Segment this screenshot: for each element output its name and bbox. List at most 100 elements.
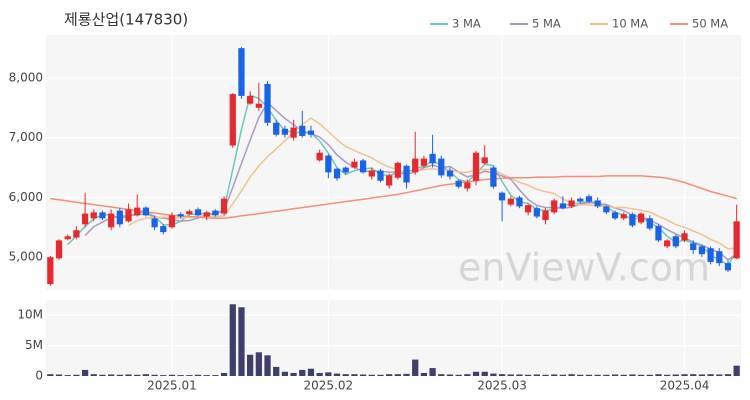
candle-body <box>603 206 610 213</box>
volume-bar <box>603 374 610 376</box>
plot-background <box>46 300 741 376</box>
volume-bar <box>229 304 236 376</box>
volume-bar <box>151 374 158 376</box>
volume-bar <box>507 374 514 376</box>
candle-body <box>551 200 558 213</box>
candle-body <box>168 215 176 228</box>
candle-body <box>472 152 480 181</box>
volume-bar <box>220 372 228 376</box>
volume-bar <box>73 374 80 376</box>
candle-body <box>229 94 236 146</box>
volume-bar <box>533 374 540 376</box>
volume-bar <box>698 374 706 376</box>
volume-bar <box>516 374 523 376</box>
x-tick-label: 2025.02 <box>304 379 354 393</box>
candle-body <box>559 203 567 209</box>
candle-body <box>325 155 332 173</box>
volume-bar <box>142 374 150 376</box>
legend-label: 10 MA <box>612 17 648 31</box>
volume-bar <box>359 374 367 376</box>
candle-body <box>299 125 306 136</box>
candle-body <box>81 213 89 225</box>
candle-body <box>73 230 80 238</box>
volume-bar <box>81 369 89 376</box>
volume-bar <box>420 372 428 376</box>
y-tick-label: 7,000 <box>9 130 43 144</box>
volume-bar <box>577 374 584 376</box>
candle-body <box>672 236 679 247</box>
volume-bar <box>125 374 132 376</box>
volume-bar <box>681 374 688 376</box>
ma-line <box>84 101 738 261</box>
candle-body <box>629 214 636 226</box>
candle-body <box>446 170 454 177</box>
volume-bar <box>177 375 184 376</box>
candle-body <box>481 157 488 164</box>
legend-label: 50 MA <box>692 17 728 31</box>
volume-bar <box>637 374 645 376</box>
candle-body <box>655 226 662 241</box>
volume-bar <box>108 374 115 376</box>
volume-bar <box>333 373 341 376</box>
candle-body <box>412 158 419 173</box>
volume-bar <box>551 374 558 376</box>
candle-body <box>134 207 141 216</box>
candle-body <box>273 122 280 135</box>
candle-body <box>525 205 532 213</box>
candle-body <box>316 152 323 161</box>
volume-bar <box>290 372 297 376</box>
volume-bar <box>47 374 54 376</box>
candle-body <box>255 103 262 108</box>
volume-bar <box>672 374 679 376</box>
candle-body <box>664 240 671 247</box>
candle-body <box>281 128 289 135</box>
volume-bar <box>464 374 471 376</box>
legend-label: 3 MA <box>452 17 481 31</box>
candle-body <box>116 210 123 225</box>
volume-bar <box>412 359 419 376</box>
volume-bar <box>212 375 219 376</box>
candle-body <box>394 162 401 178</box>
candle-body <box>151 218 158 228</box>
candle-body <box>55 240 63 259</box>
candle-body <box>90 212 97 219</box>
candle-body <box>403 165 410 183</box>
volume-bar <box>194 374 202 376</box>
volume-bar <box>99 374 106 376</box>
candle-body <box>507 198 514 205</box>
volume-bar <box>325 372 332 376</box>
candle-body <box>429 153 436 164</box>
volume-bar <box>351 374 358 376</box>
volume-bar <box>247 354 254 376</box>
candle-body <box>212 210 219 216</box>
candle-body <box>542 210 549 221</box>
volume-bar <box>307 368 315 376</box>
candle-body <box>125 209 132 222</box>
volume-bar <box>559 374 567 376</box>
candle-body <box>194 209 202 216</box>
legend-label: 5 MA <box>532 17 561 31</box>
candle-body <box>533 208 540 217</box>
volume-bar <box>490 373 497 376</box>
volume-bar <box>525 374 532 376</box>
volume-bar <box>394 374 401 376</box>
volume-bar <box>611 374 619 376</box>
candle-body <box>707 248 714 262</box>
volume-bar <box>646 374 653 376</box>
candle-body <box>342 167 349 173</box>
candle-body <box>377 170 384 181</box>
candle-body <box>64 236 71 240</box>
candle-body <box>264 83 271 123</box>
candle-body <box>594 200 601 207</box>
y-tick-label: 0 <box>35 369 43 383</box>
candle-body <box>247 95 254 104</box>
candle-body <box>585 196 593 202</box>
volume-bar <box>733 365 740 376</box>
candle-body <box>568 200 575 207</box>
volume-bar <box>716 374 723 376</box>
volume-bar <box>377 374 384 376</box>
volume-bar <box>55 374 63 376</box>
volume-bar <box>620 374 627 376</box>
volume-bar <box>446 374 454 376</box>
